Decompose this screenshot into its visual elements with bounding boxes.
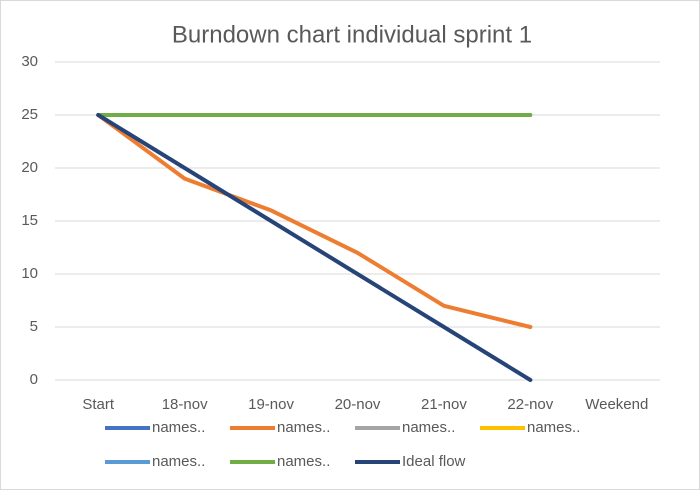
x-tick-label: 18-nov bbox=[162, 396, 208, 413]
series-line bbox=[96, 113, 533, 329]
y-tick-label: 10 bbox=[21, 265, 38, 282]
legend-label: Ideal flow bbox=[402, 453, 466, 470]
y-tick-label: 5 bbox=[30, 318, 38, 335]
legend-label: names.. bbox=[277, 453, 330, 470]
x-tick-label: Weekend bbox=[585, 396, 648, 413]
y-tick-label: 30 bbox=[21, 53, 38, 70]
series-line bbox=[96, 113, 533, 382]
y-tick-label: 25 bbox=[21, 106, 38, 123]
legend-label: names.. bbox=[152, 453, 205, 470]
legend-label: names.. bbox=[152, 419, 205, 436]
x-tick-label: Start bbox=[82, 396, 115, 413]
y-tick-label: 20 bbox=[21, 159, 38, 176]
legend-label: names.. bbox=[277, 419, 330, 436]
y-tick-label: 15 bbox=[21, 212, 38, 229]
legend-label: names.. bbox=[527, 419, 580, 436]
x-tick-label: 19-nov bbox=[248, 396, 294, 413]
x-tick-label: 22-nov bbox=[507, 396, 553, 413]
x-tick-label: 21-nov bbox=[421, 396, 467, 413]
chart-title: Burndown chart individual sprint 1 bbox=[172, 21, 532, 48]
legend-label: names.. bbox=[402, 419, 455, 436]
x-tick-label: 20-nov bbox=[335, 396, 381, 413]
y-tick-label: 0 bbox=[30, 371, 38, 388]
